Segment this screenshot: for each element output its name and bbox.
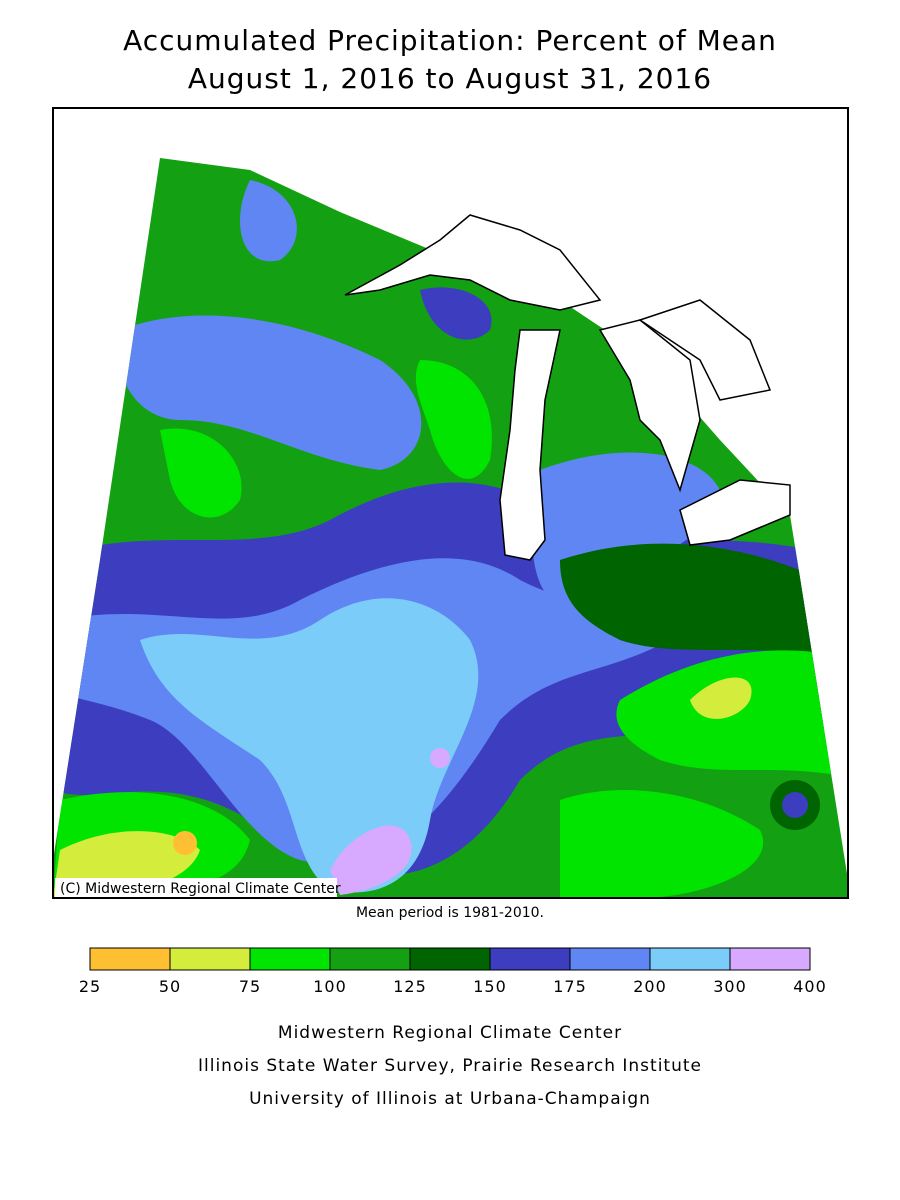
credit-box [55, 878, 337, 897]
map-credit: (C) Midwestern Regional Climate Center [60, 881, 341, 897]
legend-label: 400 [793, 977, 827, 996]
title-line: August 1, 2016 to August 31, 2016 [188, 62, 712, 95]
legend-swatch [569, 947, 651, 971]
legend-label: 125 [393, 977, 427, 996]
legend-swatch [729, 947, 811, 971]
legend-label: 150 [473, 977, 507, 996]
footer-line: Illinois State Water Survey, Prairie Res… [198, 1056, 702, 1076]
mean-period-note: Mean period is 1981-2010. [356, 905, 544, 921]
legend-label: 100 [313, 977, 347, 996]
lakes [344, 214, 791, 561]
legend-swatch [169, 947, 251, 971]
legend-swatch [249, 947, 331, 971]
legend-label: 175 [553, 977, 587, 996]
legend-swatch [649, 947, 731, 971]
legend-swatch [329, 947, 411, 971]
legend-swatch [89, 947, 171, 971]
footer-line: University of Illinois at Urbana-Champai… [249, 1089, 651, 1109]
map-frame [52, 107, 849, 899]
legend-label: 200 [633, 977, 667, 996]
legend-label: 25 [79, 977, 101, 996]
legend-swatch [409, 947, 491, 971]
legend-swatch [489, 947, 571, 971]
legend-label: 300 [713, 977, 747, 996]
legend-label: 75 [239, 977, 261, 996]
footer-line: Midwestern Regional Climate Center [278, 1023, 622, 1043]
legend-label: 50 [159, 977, 181, 996]
title-line: Accumulated Precipitation: Percent of Me… [123, 24, 777, 57]
legend: 25 50 75 100 125 150 175 200 300 400 [79, 947, 827, 996]
